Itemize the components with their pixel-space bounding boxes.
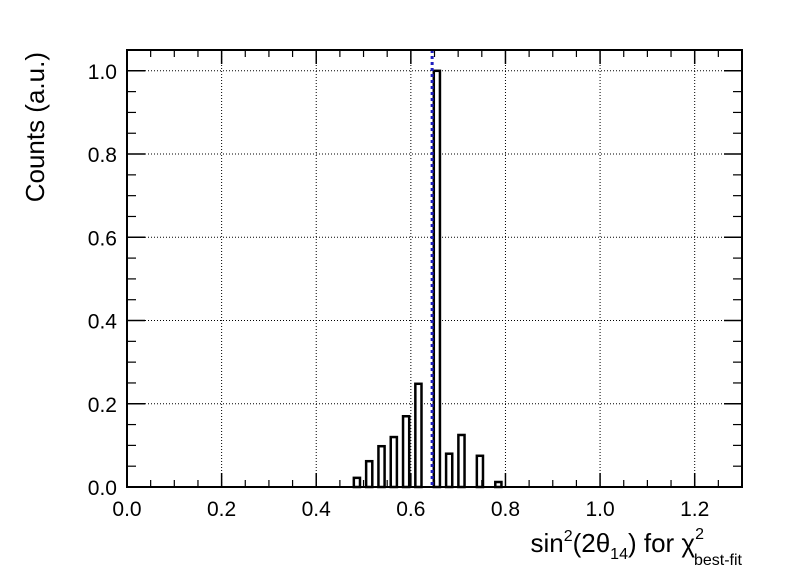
tick-labels: 0.0 0.2 0.4 0.6 0.8 1.0 1.2 0.0 0.2 0.4 0.6 0.8 1.0 [88, 61, 709, 521]
x-title-sup: 2 [564, 528, 573, 545]
histogram-bar [444, 452, 454, 489]
x-tick-label: 0.4 [302, 498, 332, 521]
y-tick-label: 0.8 [88, 144, 117, 167]
y-tick-label: 0.0 [88, 477, 117, 500]
axis-ticks [126, 49, 743, 488]
grid-lines [127, 50, 742, 487]
histogram-bars [352, 69, 503, 489]
histogram-bar [401, 414, 411, 489]
histogram-bar [432, 69, 442, 489]
x-tick-label: 0.6 [396, 498, 425, 521]
histogram-bar [364, 459, 374, 489]
x-title-sin: sin [530, 528, 563, 558]
x-tick-label: 0.2 [207, 498, 236, 521]
x-title-part2: (2θ [573, 528, 611, 558]
histogram-bar [414, 382, 423, 489]
x-title-sub2: best-fit [694, 552, 743, 569]
y-tick-label: 0.6 [88, 227, 117, 250]
histogram-bar [377, 444, 386, 489]
y-tick-label: 0.2 [88, 394, 117, 417]
y-axis-title: Counts (a.u.) [20, 52, 50, 202]
x-tick-label: 1.0 [585, 498, 614, 521]
x-title-sub: 14 [610, 546, 628, 563]
histogram-bar [352, 476, 362, 489]
x-tick-label: 1.2 [680, 498, 709, 521]
histogram-bar [457, 433, 466, 489]
x-tick-label: 0.0 [112, 498, 141, 521]
histogram-bar [389, 435, 399, 489]
y-tick-label: 1.0 [88, 61, 117, 84]
x-title-sup2: 2 [695, 526, 704, 543]
x-axis-title: sin2(2θ14) for χ2 best-fit [530, 526, 742, 569]
x-tick-label: 0.8 [491, 498, 520, 521]
x-title-part3: ) for χ [628, 528, 695, 558]
y-tick-label: 0.4 [88, 311, 118, 334]
